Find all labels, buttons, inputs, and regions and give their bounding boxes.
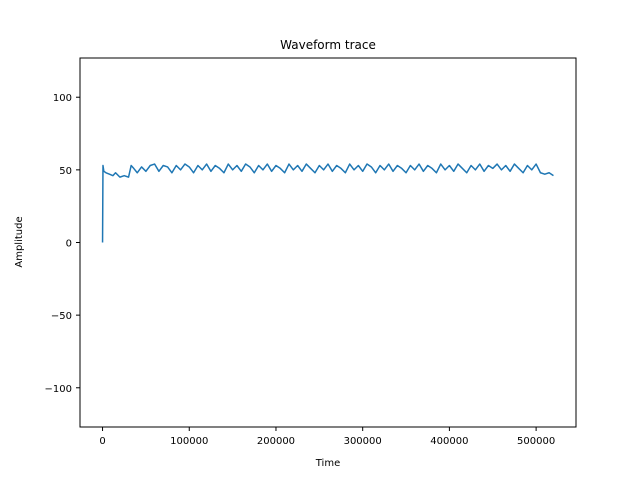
x-tick-label: 200000 (257, 436, 295, 447)
chart-title: Waveform trace (280, 38, 376, 52)
y-tick-label: 50 (59, 166, 72, 177)
x-tick-label: 100000 (170, 436, 208, 447)
y-tick-label: −100 (45, 384, 72, 395)
y-tick-label: 100 (53, 93, 72, 104)
y-axis-ticks: −100 −50 0 50 100 (45, 93, 80, 395)
x-axis-ticks: 0 100000 200000 300000 400000 500000 (99, 427, 555, 447)
plot-area (101, 163, 554, 243)
x-tick-label: 300000 (344, 436, 382, 447)
x-tick-label: 0 (99, 436, 105, 447)
x-tick-label: 400000 (430, 436, 468, 447)
x-tick-label: 500000 (517, 436, 555, 447)
y-tick-label: 0 (66, 239, 72, 250)
x-axis-label: Time (315, 458, 340, 469)
series-line-waveform (101, 163, 554, 243)
y-tick-label: −50 (51, 311, 72, 322)
y-axis-label: Amplitude (14, 216, 25, 267)
